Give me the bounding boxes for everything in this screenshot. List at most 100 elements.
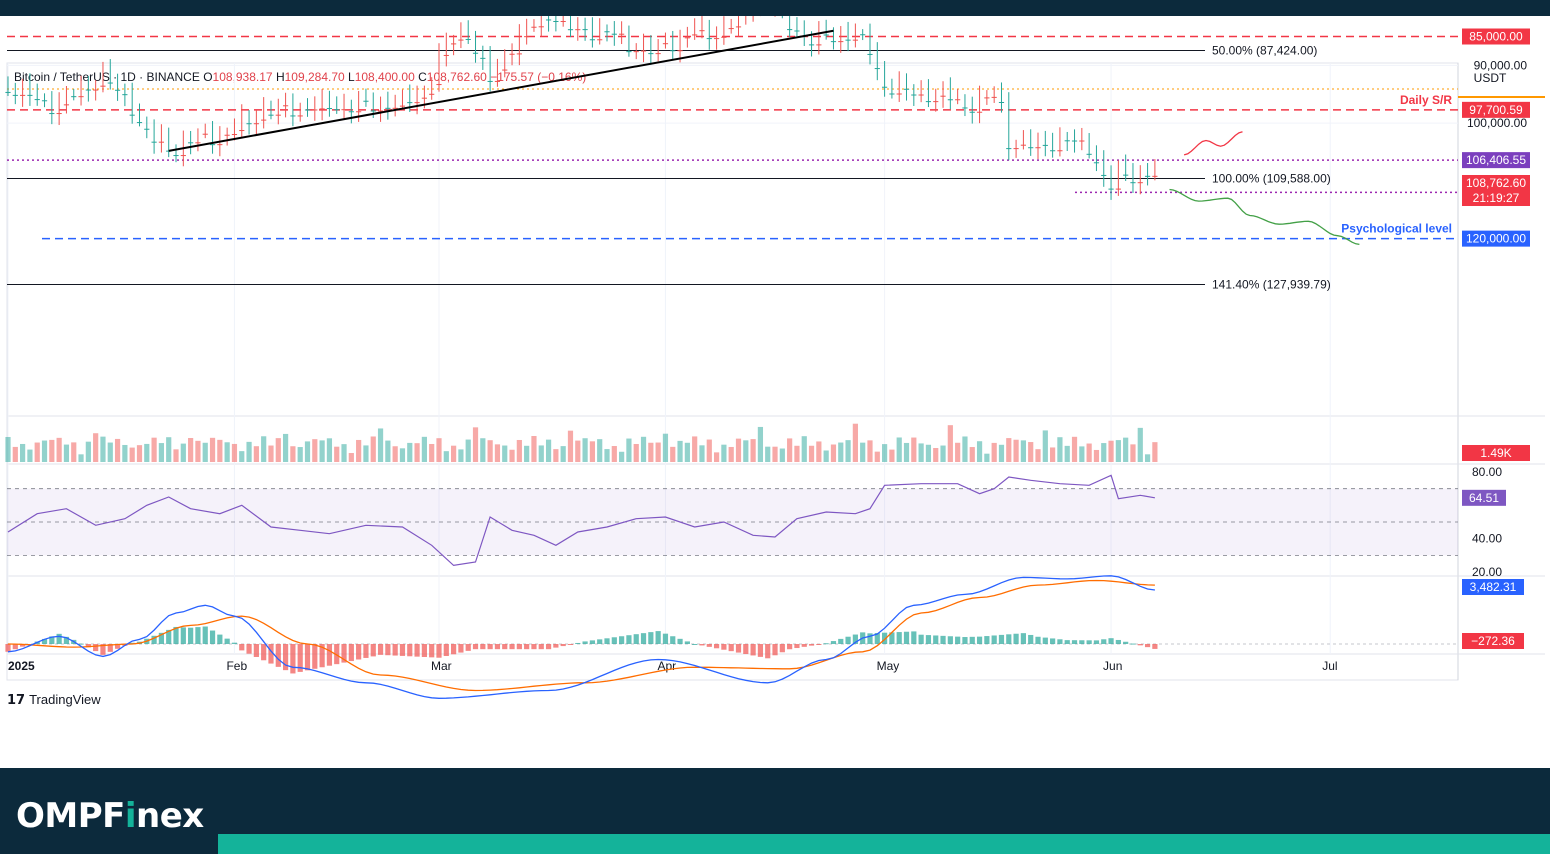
volume-tag: 1.49K [1480,446,1511,460]
macd-histogram-bar [597,639,603,644]
last-price-tag-bg [1462,175,1530,191]
macd-histogram-bar [1050,638,1056,644]
volume-bar [290,446,296,462]
volume-bar [611,446,617,462]
candle-body [1130,182,1136,184]
macd-histogram-bar [524,644,530,650]
macd-histogram-bar [49,636,55,644]
macd-histogram-bar [728,644,734,652]
candle-body [860,34,866,36]
volume-bar [487,440,493,462]
candle-body [261,119,267,121]
macd-histogram-bar [290,644,296,674]
macd-histogram-bar [867,633,873,644]
volume-bar [692,436,698,462]
volume-bar [231,443,238,462]
macd-histogram-bar [1020,633,1026,644]
volume-bar [713,452,720,462]
macd-histogram-bar [823,643,829,645]
volume-bar [597,439,603,462]
macd-histogram-bar [516,644,522,650]
candle-body [808,44,815,46]
macd-histogram-bar [662,633,669,644]
volume-bar [392,446,398,462]
candle-body [224,134,230,136]
volume-series [5,423,1158,462]
candle-body [1071,140,1078,142]
macd-histogram-bar [1101,639,1107,644]
volume-bar [348,453,354,462]
macd-histogram-bar [173,626,179,644]
candle-body [297,115,303,117]
macd-histogram-bar [1108,638,1114,644]
candle-body [787,29,793,31]
candle-body [246,123,252,125]
candle-body [976,111,983,113]
volume-bar [436,438,442,462]
level-label: 50.00% (87,424.00) [1212,44,1317,58]
macd-histogram-bar [253,644,259,657]
candle-body [896,93,902,95]
candle-body [231,134,238,136]
volume-bar [34,442,40,462]
volume-bar [699,445,705,462]
candle-body [49,113,55,115]
candle-body [655,53,661,55]
macd-hist-tag: −272.36 [1471,634,1515,648]
macd-histogram-bar [151,635,157,644]
candle-body [370,110,376,112]
macd-histogram-bar [794,644,800,649]
candle-body [480,57,486,59]
volume-bar [662,433,669,462]
price-chart[interactable]: 2025 Feb Mar Apr May Jun Jul100,000.0090,000.0… [0,16,1550,716]
rsi-tick-label: 40.00 [1472,532,1502,546]
candle-body [20,94,26,96]
macd-histogram-bar [41,638,48,644]
candle-body [180,155,186,157]
volume-bar [684,442,690,462]
volume-bar [144,443,150,462]
rsi-tick-label: 80.00 [1472,465,1502,479]
volume-bar [480,438,486,462]
macd-tag: 3,482.31 [1470,580,1517,594]
volume-bar [253,446,259,462]
macd-histogram-bar [538,644,544,650]
macd-histogram-bar [903,631,910,644]
rsi-tag: 64.51 [1469,491,1499,505]
macd-histogram-bar [502,644,508,650]
volume-bar [860,442,866,462]
candle-body [56,113,62,115]
candle-body [1013,148,1019,150]
volume-bar [765,446,771,462]
level-label: Psychological level [1341,222,1452,236]
macd-histogram-bar [619,636,625,644]
volume-bar [955,442,961,462]
candle-body [969,111,975,113]
volume-bar [772,446,778,462]
level-label: Daily S/R [1400,93,1452,107]
symbol-label: Bitcoin / TetherUS · 1D · BINANCE [14,70,200,84]
candle-body [41,100,48,102]
macd-histogram-bar [217,634,223,644]
macd-histogram-bar [166,629,172,644]
macd-histogram-bar [896,632,902,644]
plot-frame [6,62,1459,681]
volume-bar [721,444,727,462]
volume-bar [604,449,610,462]
volume-bar [1035,449,1041,462]
macd-histogram-bar [1035,636,1041,644]
volume-bar [78,454,84,462]
candle-body [940,95,946,97]
volume-bar [976,441,983,462]
candle-body [560,20,566,22]
candle-body [85,89,91,91]
candle-body [100,85,106,87]
volume-bar [553,449,559,462]
macd-histogram-bar [202,626,208,644]
candle-body [874,68,880,70]
macd-histogram-bar [750,644,756,656]
volume-bar [297,447,303,462]
volume-bar [743,440,749,462]
candle-body [385,107,391,109]
candle-body [114,89,121,91]
